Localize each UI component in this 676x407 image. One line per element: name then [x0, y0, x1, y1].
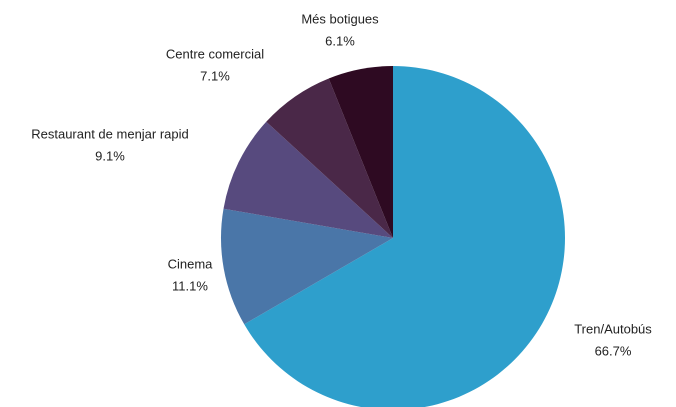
slice-label: Restaurant de menjar rapid [31, 126, 189, 141]
slice-label: Cinema [168, 256, 214, 271]
slice-value: 11.1% [172, 278, 208, 293]
slice-label: Centre comercial [166, 46, 264, 61]
slice-label: Més botigues [301, 11, 379, 26]
pie-slice [244, 66, 565, 407]
pie-slice [223, 121, 393, 238]
slice-value: 6.1% [325, 33, 355, 48]
slice-label: Tren/Autobús [574, 321, 652, 336]
slice-value: 9.1% [95, 148, 125, 163]
slice-value: 7.1% [200, 68, 230, 83]
slice-value: 66.7% [595, 343, 632, 358]
pie-slice [328, 66, 393, 238]
pie-slice [221, 208, 393, 325]
pie-slice [266, 78, 393, 238]
